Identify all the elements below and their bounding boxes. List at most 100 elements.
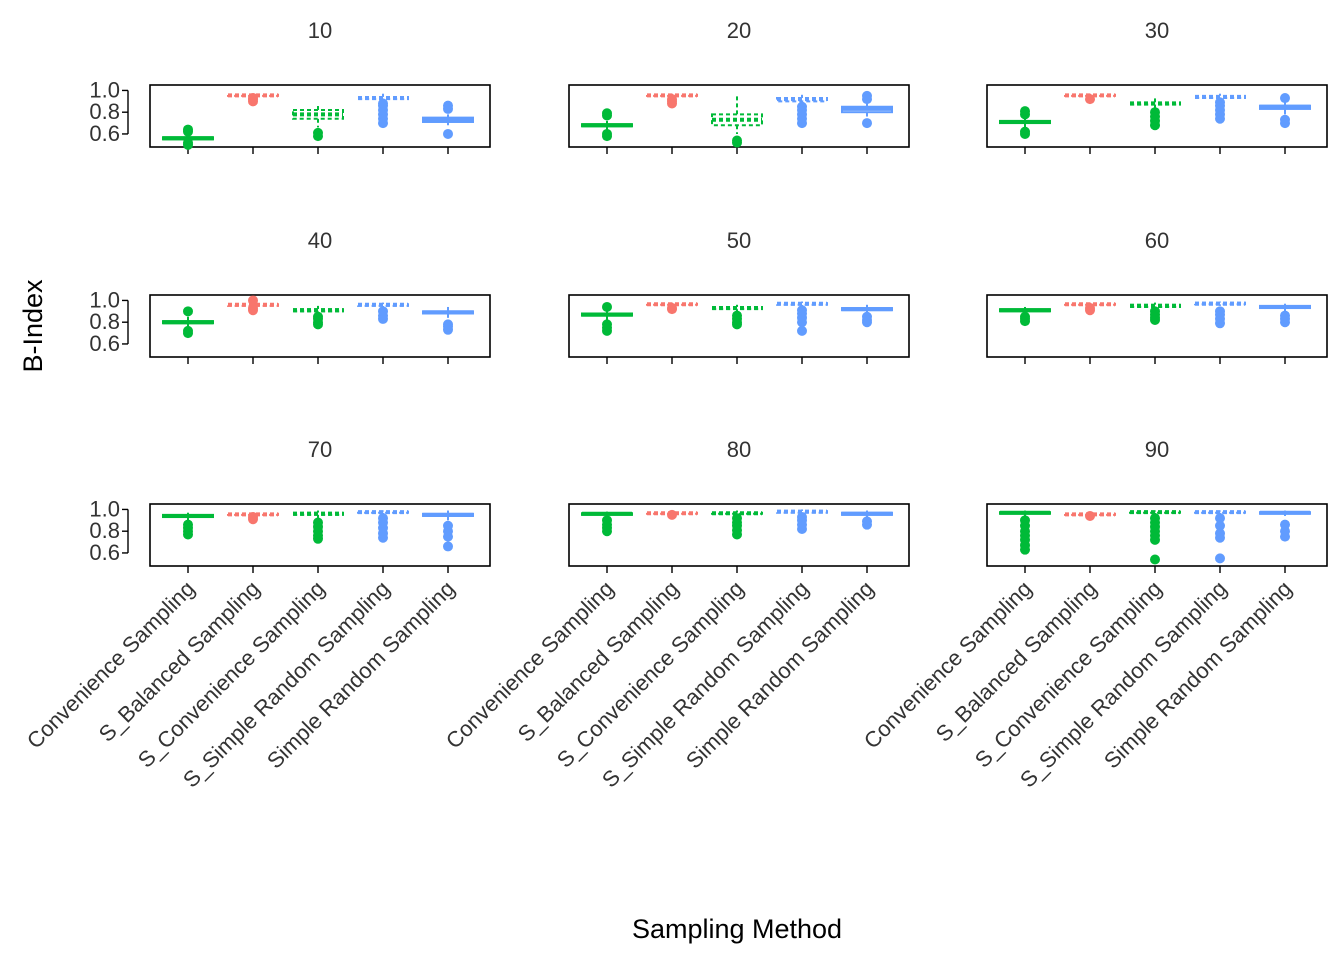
facet-title: 30 xyxy=(1145,18,1169,43)
panel-border xyxy=(149,84,491,148)
outlier-point xyxy=(732,310,742,321)
panel-border xyxy=(149,294,491,358)
y-tick-label: 1.0 xyxy=(89,496,120,521)
box-5 xyxy=(1259,93,1311,129)
facet-panel-40: 40 0.60.81.0 xyxy=(89,228,491,364)
box-1 xyxy=(162,306,214,339)
outlier-point xyxy=(602,108,612,119)
box-3 xyxy=(292,510,344,544)
box-2 xyxy=(227,93,279,107)
box-2 xyxy=(646,509,698,520)
outlier-point xyxy=(443,541,453,552)
outlier-point xyxy=(443,100,453,111)
outlier-point xyxy=(1085,94,1095,105)
outlier-point xyxy=(1215,513,1225,524)
box-4 xyxy=(1194,301,1246,329)
outlier-point xyxy=(1280,93,1290,104)
outlier-point xyxy=(1020,106,1030,117)
box-2 xyxy=(227,512,279,525)
box-3 xyxy=(1129,98,1181,131)
box-1 xyxy=(162,512,214,540)
outlier-point xyxy=(183,325,193,336)
box-2 xyxy=(1064,302,1116,316)
outlier-point xyxy=(602,301,612,312)
facet-panel-60: 60 xyxy=(986,228,1328,364)
y-tick-label: 0.6 xyxy=(89,331,120,356)
outlier-point xyxy=(378,513,388,524)
box-4 xyxy=(357,93,409,129)
outlier-point xyxy=(1215,520,1225,531)
outlier-point xyxy=(667,509,677,520)
box-3 xyxy=(1129,510,1181,565)
outlier-point xyxy=(313,517,323,528)
outlier-point xyxy=(1020,126,1030,137)
outlier-point xyxy=(313,127,323,138)
outlier-point xyxy=(183,124,193,135)
outlier-point xyxy=(1020,311,1030,322)
outlier-point xyxy=(443,520,453,531)
y-tick-label: 0.6 xyxy=(89,540,120,565)
box-1 xyxy=(162,124,214,150)
box-3 xyxy=(292,305,344,330)
panel-border xyxy=(986,294,1328,358)
facet-title: 90 xyxy=(1145,437,1169,462)
outlier-point xyxy=(797,305,807,316)
outlier-point xyxy=(248,303,258,314)
outlier-point xyxy=(797,325,807,336)
box-3 xyxy=(1129,302,1181,326)
box-4 xyxy=(1194,510,1246,564)
box-4 xyxy=(776,301,828,336)
outlier-point xyxy=(1280,310,1290,321)
y-tick-label: 0.6 xyxy=(89,121,120,146)
outlier-point xyxy=(862,90,872,101)
outlier-point xyxy=(862,118,872,129)
box-3 xyxy=(711,304,763,330)
facet-title: 40 xyxy=(308,228,332,253)
box-1 xyxy=(581,301,633,336)
y-tick-label: 0.8 xyxy=(89,518,120,543)
outlier-point xyxy=(378,98,388,109)
box-4 xyxy=(1194,93,1246,124)
box-5 xyxy=(422,510,474,552)
box-5 xyxy=(1259,510,1311,542)
facet-panel-50: 50 xyxy=(568,228,910,364)
outlier-point xyxy=(313,311,323,322)
box-4 xyxy=(776,94,828,129)
outlier-point xyxy=(1085,303,1095,314)
box-2 xyxy=(227,295,279,316)
outlier-point xyxy=(183,519,193,530)
box-3 xyxy=(711,510,763,540)
outlier-point xyxy=(1280,114,1290,125)
facet-title: 60 xyxy=(1145,228,1169,253)
outlier-point xyxy=(862,516,872,527)
box-4 xyxy=(776,509,828,535)
panel-border xyxy=(149,503,491,567)
outlier-point xyxy=(1215,306,1225,317)
facet-title: 80 xyxy=(727,437,751,462)
outlier-point xyxy=(732,513,742,524)
outlier-point xyxy=(1150,513,1160,524)
outlier-point xyxy=(797,101,807,112)
box-1 xyxy=(999,106,1051,139)
outlier-point xyxy=(667,94,677,105)
panel-border xyxy=(986,503,1328,567)
facet-panel-30: 30 xyxy=(986,18,1328,154)
outlier-point xyxy=(378,306,388,317)
box-4 xyxy=(357,510,409,543)
box-4 xyxy=(357,302,409,324)
box-5 xyxy=(841,304,893,328)
facet-panel-20: 20 xyxy=(568,18,910,154)
box-2 xyxy=(646,93,698,109)
y-tick-label: 1.0 xyxy=(89,287,120,312)
outlier-point xyxy=(1215,97,1225,108)
box-2 xyxy=(1064,93,1116,105)
facet-title: 20 xyxy=(727,18,751,43)
box-5 xyxy=(422,100,474,139)
y-axis-title: B-Index xyxy=(18,279,48,373)
box-1 xyxy=(581,108,633,142)
outlier-point xyxy=(443,319,453,330)
facet-panel-10: 10 0.60.81.0 xyxy=(89,18,491,154)
